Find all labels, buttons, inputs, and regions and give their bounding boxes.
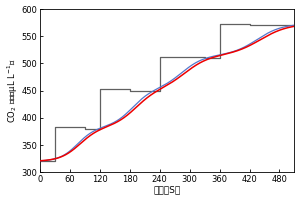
Y-axis label: CO$_2$ 濃度（μL L$^{-1}$）: CO$_2$ 濃度（μL L$^{-1}$）: [6, 58, 20, 123]
X-axis label: 時間（S）: 時間（S）: [154, 185, 181, 194]
